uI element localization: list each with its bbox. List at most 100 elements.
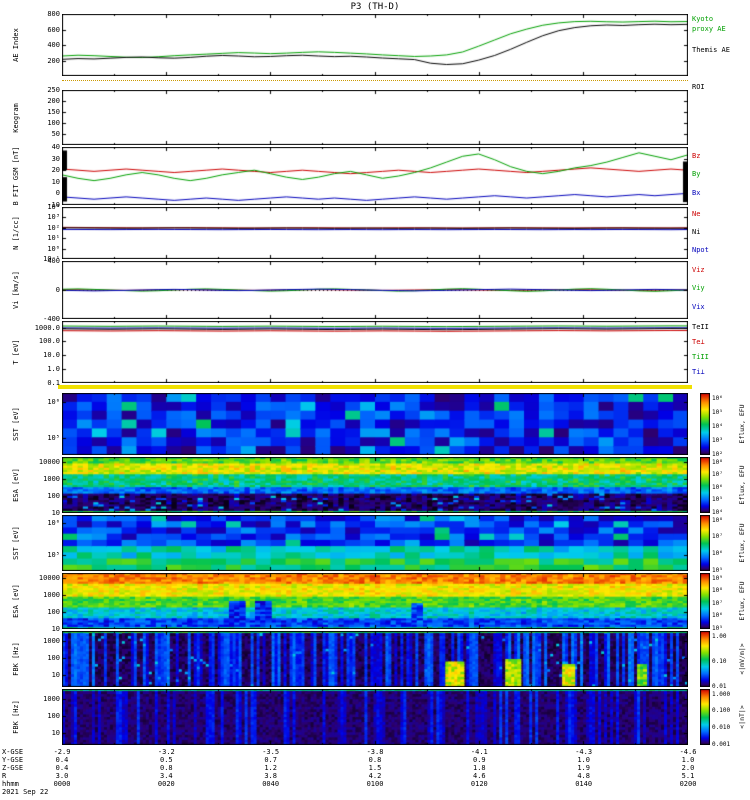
bottom-row-value: 0020: [157, 780, 175, 788]
sste-ytick-label: 10⁵: [47, 551, 60, 560]
esae-colorbar-tick: 10⁹: [712, 574, 723, 582]
vi-ytick-label: 400: [47, 257, 60, 265]
bottom-row-value: 0120: [470, 780, 488, 788]
ae-ytick-label: 400: [47, 41, 60, 49]
esae-canvas: [62, 573, 688, 629]
keo-ylabel: Keogram: [12, 102, 20, 133]
sste-colorbar: [700, 515, 710, 571]
ssti-canvas: [62, 393, 688, 455]
fbkb-colorbar-tick: 0.001: [712, 741, 731, 749]
b-ytick-label: 30: [51, 154, 60, 163]
bottom-row-value: 0.5: [160, 756, 173, 764]
sste-colorbar-tick: 10⁷: [712, 533, 723, 541]
vi-ytick-label: -400: [43, 315, 60, 323]
fbkb-ytick-label: 100: [47, 712, 60, 721]
b-ytick-label: 20: [51, 166, 60, 175]
t-ytick-label: 10.0: [43, 351, 60, 360]
bottom-row-value: -4.6: [679, 748, 697, 756]
esai-colorbar-tick: 10⁷: [712, 471, 723, 479]
fbke-ytick-label: 10: [51, 671, 60, 680]
ssti-colorbar-tick: 10⁶: [712, 394, 723, 402]
fbke-colorbar-label: <|mV/m|>: [738, 643, 746, 675]
sste-ylabel: SST [eV]: [12, 526, 20, 560]
n-ytick-label: 10⁰: [47, 244, 60, 253]
ssti-ytick-label: 10⁶: [47, 398, 60, 407]
bottom-row-value: -3.5: [262, 748, 280, 756]
vi-canvas: [62, 261, 688, 319]
ssti-colorbar-tick: 10³: [712, 436, 723, 444]
bottom-row-value: 1.8: [473, 764, 486, 772]
t-legend-teii: TeII: [692, 323, 709, 332]
t-canvas: [62, 321, 688, 383]
bottom-row-value: -4.3: [575, 748, 593, 756]
bottom-row-value: 0.9: [473, 756, 486, 764]
esae-colorbar-label: Eflux, EFU: [738, 581, 746, 621]
bottom-row-value: 1.9: [577, 764, 590, 772]
esai-colorbar-tick: 10⁵: [712, 496, 723, 504]
esai-colorbar: [700, 457, 710, 513]
ae-ytick-label: 600: [47, 25, 60, 34]
n-legend-ni: Ni: [692, 227, 701, 236]
bottom-row-label-x-gse: X-GSE: [2, 748, 24, 756]
fbke-colorbar-tick: 0.10: [712, 657, 727, 665]
bottom-row-value: 1.0: [681, 756, 695, 764]
fbke-ytick-label: 100: [47, 654, 60, 663]
fbkb-colorbar: [700, 689, 710, 745]
esai-ytick-label: 1000: [43, 475, 60, 484]
fbkb-canvas: [62, 689, 688, 745]
bottom-row-value: 0.4: [55, 764, 69, 772]
sste-ytick-label: 10⁶: [47, 519, 60, 528]
bottom-row-label-r: R: [2, 772, 7, 780]
bottom-row-value: -2.9: [53, 748, 71, 756]
bottom-row-value: 0200: [679, 780, 697, 788]
bottom-row-value: 0040: [262, 780, 280, 788]
bottom-row-value: -4.1: [470, 748, 488, 756]
n-ytick-label: 10¹: [47, 234, 60, 243]
fbke-ytick-label: 1000: [43, 637, 60, 646]
bottom-row-value: 1.0: [577, 756, 590, 764]
sste-canvas: [62, 515, 688, 571]
esai-colorbar-tick: 10⁸: [712, 458, 723, 466]
bottom-row-value: -3.8: [366, 748, 384, 756]
vi-ylabel: Vi [km/s]: [12, 271, 20, 309]
bottom-row-value: 3.4: [160, 772, 173, 780]
ssti-ylabel: SST [eV]: [12, 407, 20, 441]
bottom-row-value: 0140: [575, 780, 593, 788]
esae-ylabel: ESA [eV]: [12, 584, 20, 618]
ssti-colorbar: [700, 393, 710, 455]
b-ytick-label: 0: [55, 189, 60, 198]
bottom-row-value: 0100: [366, 780, 384, 788]
sste-colorbar-label: Eflux, EFU: [738, 523, 746, 563]
bottom-row-value: 1.2: [264, 764, 277, 772]
b-ylabel: B FIT GSM [nT]: [12, 146, 20, 206]
sste-colorbar-tick: 10⁸: [712, 516, 723, 524]
esae-colorbar-tick: 10⁵: [712, 625, 723, 633]
sste-colorbar-tick: 10⁶: [712, 550, 723, 558]
bottom-row-label-hhmm: hhmm: [2, 780, 19, 788]
esae-ytick-label: 10000: [38, 574, 60, 583]
ae-ytick-label: 800: [47, 10, 60, 18]
bottom-row-value: 0.8: [160, 764, 173, 772]
keo-ytick-label: 100: [47, 119, 60, 127]
ssti-ytick-label: 10⁵: [47, 433, 60, 442]
esai-colorbar-tick: 10⁶: [712, 483, 723, 491]
bottom-row-value: 1.5: [368, 764, 382, 772]
ssti-colorbar-label: Eflux, EFU: [738, 404, 746, 444]
bottom-row-label-y-gse: Y-GSE: [2, 756, 24, 764]
t-legend-tiii: TiII: [692, 353, 709, 362]
ae-ytick-label: 200: [47, 56, 60, 65]
sste-colorbar-tick: 10⁵: [712, 567, 723, 575]
esae-colorbar-tick: 10⁸: [712, 587, 723, 595]
bottom-row-value: 4.8: [577, 772, 590, 780]
t-ytick-label: 0.1: [47, 379, 60, 387]
ssti-colorbar-tick: 10⁵: [712, 408, 723, 416]
bottom-row-value: 0.7: [264, 756, 277, 764]
n-legend-ne: Ne: [692, 209, 701, 218]
vi-legend-vix: Vix: [692, 302, 705, 311]
date-label: 2021 Sep 22: [2, 788, 49, 796]
fbke-colorbar: [700, 631, 710, 687]
bottom-row-value: 3.8: [264, 772, 277, 780]
esai-ylabel: ESA [eV]: [12, 468, 20, 502]
vi-ytick-label: 0: [55, 286, 60, 294]
